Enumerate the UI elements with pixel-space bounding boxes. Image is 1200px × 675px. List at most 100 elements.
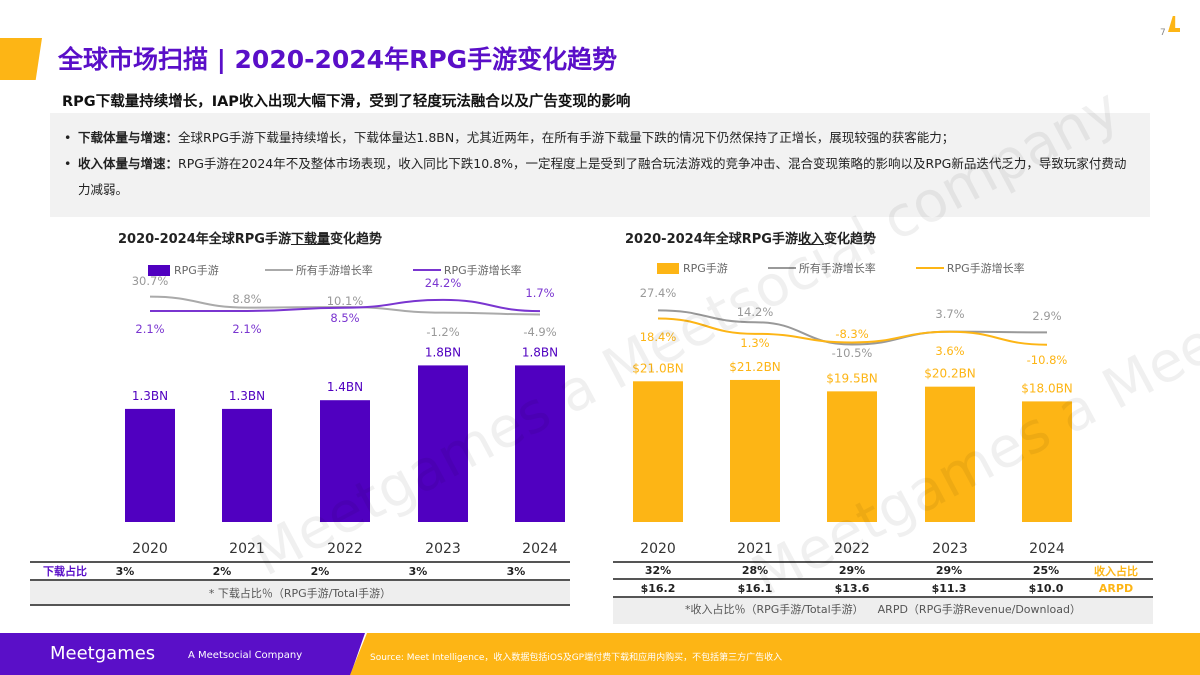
table-cell: 25% [1032,564,1060,577]
footer-source-band [350,633,1200,675]
summary-label: 收入体量与增速： [78,156,179,171]
table-cell: $16.1 [737,581,773,595]
summary-item: 收入体量与增速：RPG手游在2024年不及整体市场表现，收入同比下跌10.8%，… [64,151,1136,203]
summary-item: 下载体量与增速：全球RPG手游下载量持续增长，下载体量达1.8BN，尤其近两年，… [64,125,1136,151]
bar [730,379,780,522]
bar [633,381,683,522]
x-tick-label: 2022 [834,541,870,557]
bar [925,386,975,522]
rpg-growth-label: 18.4% [640,330,677,344]
bar-label: 1.3BN [132,389,168,403]
all-growth-label: -1.2% [426,325,459,339]
page-title: 全球市场扫描 | 2020-2024年RPG手游变化趋势 [58,45,618,74]
footer-brand-band [0,633,365,675]
summary-box: 下载体量与增速：全球RPG手游下载量持续增长，下载体量达1.8BN，尤其近两年，… [50,113,1150,217]
table-cell: 32% [644,564,672,577]
all-growth-label: 8.8% [232,292,261,306]
bar [827,391,877,522]
all-growth-label: -4.9% [523,325,556,339]
bar-label: $20.2BN [924,367,976,381]
rpg-growth-label: -8.3% [835,327,868,341]
row-label: ARPD [1098,581,1134,595]
chart-title-downloads: 2020-2024年全球RPG手游下载量变化趋势 [118,232,382,247]
x-tick-label: 2024 [1029,541,1065,557]
bar [125,408,175,522]
revenue-table: 32% 28% 29% 29% 25% 收入占比 $16.2 $16.1 $13… [613,561,1153,624]
table-cell: $10.0 [1028,581,1064,595]
table-row: $16.2 $16.1 $13.6 $11.3 $10.0 ARPD [613,580,1153,598]
legend-line [412,269,441,271]
bar-label: $19.5BN [826,371,878,385]
all-growth-label: 10.1% [327,294,364,308]
legend-line [264,269,293,271]
all-growth-label: 3.7% [935,307,964,321]
rpg-growth-label: -10.8% [1027,353,1068,367]
legend-swatch [148,264,170,276]
bar [1022,401,1072,522]
all-growth-label: 2.9% [1032,309,1061,323]
bar [320,400,370,522]
downloads-table: 下载占比 3% 2% 2% 3% 3% * 下载占比％（RPG手游/Total手… [30,561,570,606]
table-cell: 2% [310,564,330,578]
all-growth-label: -10.5% [832,346,873,360]
table-note: * 下载占比％（RPG手游/Total手游） [30,579,570,606]
all-growth-label: 27.4% [640,286,677,300]
rpg-growth-label: 2.1% [232,322,261,336]
table-cell: $13.6 [834,581,870,595]
bar [515,365,565,522]
summary-text: 全球RPG手游下载量持续增长，下载体量达1.8BN，尤其近两年，在所有手游下载量… [178,130,955,145]
x-tick-label: 2020 [132,541,168,557]
x-tick-label: 2022 [327,541,363,557]
legend-downloads: RPG手游 所有手游增长率 RPG手游增长率 [148,262,522,278]
all-growth-label: 30.7% [132,274,169,288]
table-cell: 3% [115,564,135,578]
summary-label: 下载体量与增速： [78,130,179,145]
footer-logo: Meetgames [50,643,156,664]
x-tick-label: 2021 [737,541,773,557]
rpg-growth-line [150,298,541,313]
x-tick-label: 2020 [640,541,676,557]
rpg-growth-label: 2.1% [135,322,164,336]
row-label: 收入占比 [1094,564,1138,578]
x-tick-label: 2024 [522,541,558,557]
bar-label: $21.2BN [729,360,781,374]
rpg-growth-label: 24.2% [425,276,462,290]
table-cell: 28% [741,564,769,577]
summary-text: RPG手游在2024年不及整体市场表现，收入同比下跌10.8%，一定程度上是受到… [78,156,1127,197]
bar [418,365,468,522]
rpg-growth-line [657,317,1048,346]
table-cell: 3% [506,564,526,578]
x-tick-label: 2021 [229,541,265,557]
rpg-growth-label: 1.7% [525,286,554,300]
bar-label: 1.8BN [425,345,461,359]
downloads-chart: 1.3BN 2020 1.3BN 2021 1.4BN 2022 1.8BN 2023 1.8B… [125,274,565,557]
table-note: *收入占比％（RPG手游/Total手游） ARPD（RPG手游Revenue/… [613,598,1153,624]
row-label: 下载占比 [43,565,87,578]
all-games-growth-line [657,309,1048,346]
x-tick-label: 2023 [425,541,461,557]
bar-label: 1.3BN [229,389,265,403]
title-accent [0,38,42,80]
bar [222,408,272,522]
x-tick-label: 2023 [932,541,968,557]
table-cell: 3% [408,564,428,578]
bar-label: 1.8BN [522,345,558,359]
table-cell: 29% [838,564,866,577]
chart-title-revenue: 2020-2024年全球RPG手游收入变化趋势 [625,232,876,247]
bar-label: $21.0BN [632,361,684,375]
footer-tagline: A Meetsocial Company [188,650,303,661]
table-row: 下载占比 3% 2% 2% 3% 3% [30,563,570,579]
bar-label: 1.4BN [327,380,363,394]
rpg-growth-label: 8.5% [330,311,359,325]
legend-swatch [657,262,679,274]
revenue-chart: $21.0BN 2020 $21.2BN 2021 $19.5BN 2022 $20.2BN… [632,286,1073,557]
table-cell: 2% [212,564,232,578]
table-cell: $11.3 [931,581,967,595]
table-cell: 29% [935,564,963,577]
bar-label: $18.0BN [1021,381,1073,395]
rpg-growth-label: 1.3% [740,336,769,350]
table-cell: $16.2 [640,581,676,595]
legend-revenue: RPG手游 所有手游增长率 RPG手游增长率 [657,260,1025,276]
table-row: 32% 28% 29% 29% 25% 收入占比 [613,563,1153,580]
footer-source: Source: Meet Intelligence，收入数据包括iOS及GP端付… [370,653,783,663]
